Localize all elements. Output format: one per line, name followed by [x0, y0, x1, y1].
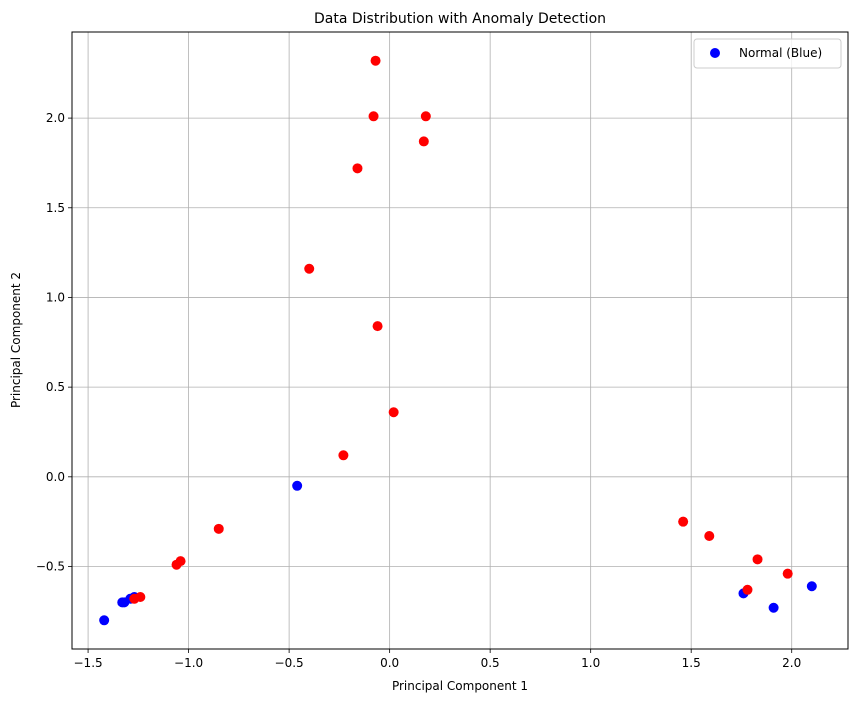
normal-point — [806, 581, 817, 592]
x-tick-label: −0.5 — [275, 656, 304, 670]
red-point — [135, 591, 146, 602]
red-point — [304, 263, 315, 274]
normal-point — [292, 480, 303, 491]
y-tick-label: 0.5 — [46, 380, 65, 394]
legend-marker-normal — [710, 48, 720, 58]
red-point — [782, 568, 793, 579]
x-tick-label: 1.5 — [682, 656, 701, 670]
red-point — [420, 111, 431, 122]
red-point — [175, 556, 186, 567]
red-point — [352, 163, 363, 174]
y-tick-label: 2.0 — [46, 111, 65, 125]
data-points — [99, 55, 817, 626]
red-point — [368, 111, 379, 122]
red-point — [338, 450, 349, 461]
y-tick-label: 0.0 — [46, 470, 65, 484]
legend-box — [693, 38, 842, 69]
x-axis-title: Principal Component 1 — [392, 679, 528, 693]
y-tick-label: 1.0 — [46, 290, 65, 304]
x-tick-label: −1.5 — [74, 656, 103, 670]
x-tick-label: 0.5 — [481, 656, 500, 670]
red-point — [418, 136, 429, 147]
y-tick-label: 1.5 — [46, 201, 65, 215]
legend: Normal (Blue) — [693, 38, 842, 69]
chart-title: Data Distribution with Anomaly Detection — [314, 11, 606, 27]
red-point — [704, 531, 715, 542]
red-point — [752, 554, 763, 565]
plot-area — [72, 32, 848, 649]
grid — [72, 32, 848, 649]
red-point — [388, 407, 399, 418]
y-tick-label: −0.5 — [36, 559, 65, 573]
red-point — [742, 584, 753, 595]
red-point — [372, 321, 383, 332]
x-tick-label: 0.0 — [380, 656, 399, 670]
x-tick-label: 1.0 — [581, 656, 600, 670]
red-point — [213, 523, 224, 534]
y-axis-title: Principal Component 2 — [9, 272, 23, 408]
normal-point — [99, 615, 110, 626]
axis-ticks: −1.5 −1.0 −0.5 0.0 0.5 1.0 1.5 2.0 −0.5 0.0 0.5 1.0… — [36, 111, 801, 670]
x-tick-label: 2.0 — [782, 656, 801, 670]
x-tick-label: −1.0 — [174, 656, 203, 670]
legend-label-normal: Normal (Blue) — [739, 46, 822, 60]
normal-point — [768, 602, 779, 613]
red-point — [678, 516, 689, 527]
red-point — [370, 55, 381, 66]
plot-frame — [71, 31, 849, 650]
